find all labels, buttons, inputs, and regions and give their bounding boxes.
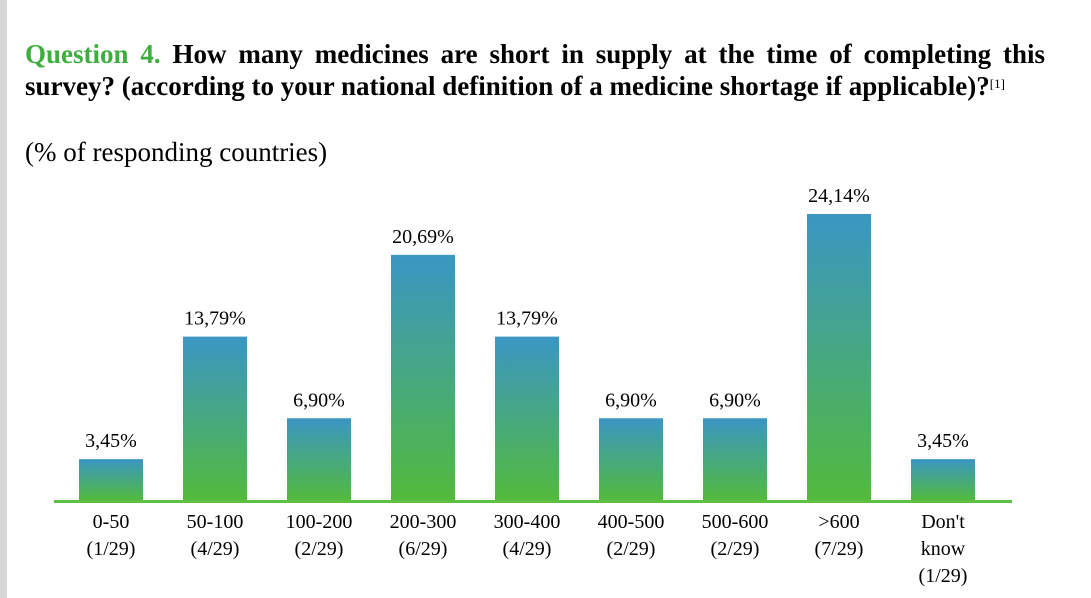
category-label-2: 100-200 (2/29): [286, 511, 353, 560]
bar-0: [79, 459, 143, 500]
bar-8: [911, 459, 975, 500]
bar-5: [599, 418, 663, 500]
value-label-2: 6,90%: [293, 389, 345, 411]
left-border: [0, 0, 7, 598]
category-label-5: 400-500 (2/29): [598, 511, 665, 560]
value-label-1: 13,79%: [184, 308, 246, 330]
category-label-1: 50-100 (4/29): [187, 511, 244, 560]
value-label-4: 13,79%: [496, 308, 558, 330]
chart-subtitle: (% of responding countries): [25, 137, 328, 167]
value-label-8: 3,45%: [917, 430, 969, 452]
category-label-6: 500-600 (2/29): [702, 511, 769, 560]
category-label-3: 200-300 (6/29): [390, 511, 457, 560]
bar-6: [703, 418, 767, 500]
value-label-5: 6,90%: [605, 389, 657, 411]
value-label-7: 24,14%: [808, 185, 870, 207]
chart-title: Question 4. How many medicines are short…: [25, 38, 1045, 102]
bar-7: [807, 214, 871, 500]
question-number: Question 4.: [25, 39, 161, 69]
value-label-6: 6,90%: [709, 389, 761, 411]
bar-3: [391, 254, 455, 500]
category-label-4: 300-400 (4/29): [494, 511, 561, 560]
bar-4: [495, 336, 559, 500]
category-label-8: Don't know (1/29): [919, 511, 968, 587]
bar-2: [287, 418, 351, 500]
bar-1: [183, 336, 247, 500]
value-label-3: 20,69%: [392, 226, 454, 248]
category-label-0: 0-50 (1/29): [87, 511, 136, 560]
category-label-7: >600 (7/29): [815, 511, 864, 560]
question-text: How many medicines are short in supply a…: [25, 39, 1045, 101]
value-label-0: 3,45%: [85, 430, 137, 452]
footnote-marker: [1]: [989, 76, 1005, 91]
